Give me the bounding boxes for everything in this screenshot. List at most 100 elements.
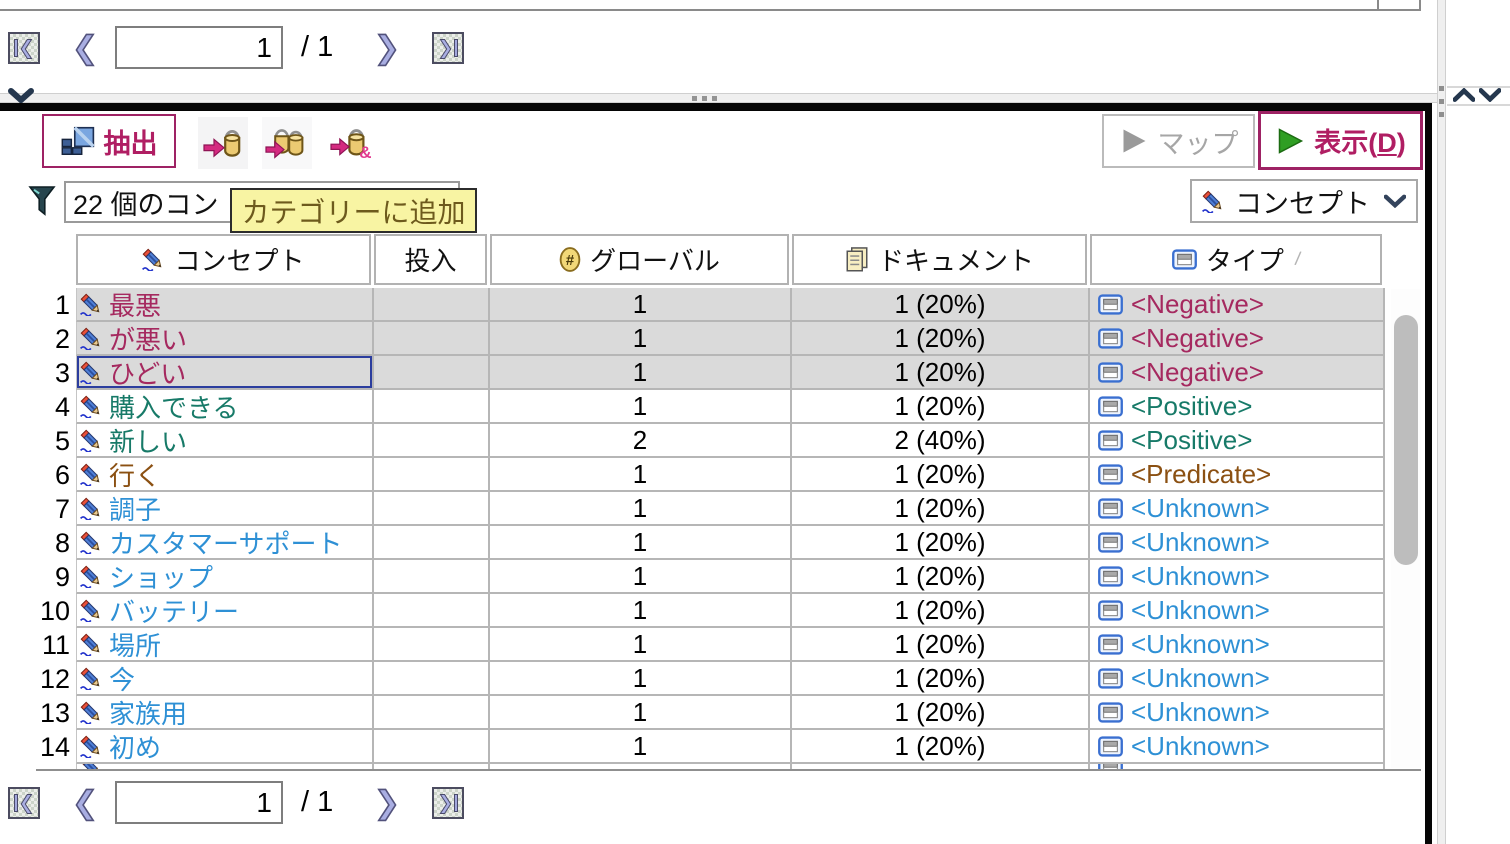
concept-cell[interactable]: ひどい bbox=[76, 356, 374, 390]
column-header-global[interactable]: # グローバル bbox=[490, 234, 789, 285]
table-row[interactable]: 4 購入できる 1 1 (20%) <Positive> bbox=[0, 390, 1390, 424]
horizontal-splitter[interactable] bbox=[0, 93, 1437, 103]
in-cell[interactable] bbox=[374, 560, 490, 594]
in-cell[interactable] bbox=[374, 594, 490, 628]
column-header-document[interactable]: ドキュメント bbox=[792, 234, 1087, 285]
extract-button[interactable]: 抽出 bbox=[42, 114, 176, 168]
table-row[interactable]: 13 家族用 1 1 (20%) <Unknown> bbox=[0, 696, 1390, 730]
extract-button-label: 抽出 bbox=[103, 128, 158, 159]
table-row[interactable]: 10 バッテリー 1 1 (20%) <Unknown> bbox=[0, 594, 1390, 628]
table-row[interactable]: 1 最悪 1 1 (20%) <Negative> bbox=[0, 288, 1390, 322]
add-to-categories-button[interactable] bbox=[262, 117, 312, 169]
concept-cell[interactable]: が悪い bbox=[76, 322, 374, 356]
last-page-button[interactable]: ❯ bbox=[432, 787, 464, 819]
page-number-input[interactable] bbox=[115, 26, 283, 69]
collapse-down-icon[interactable] bbox=[1479, 88, 1501, 102]
table-row[interactable]: 6 行く 1 1 (20%) <Predicate> bbox=[0, 458, 1390, 492]
concept-cell[interactable]: 最悪 bbox=[76, 288, 374, 322]
vertical-splitter[interactable] bbox=[1437, 0, 1446, 844]
in-cell[interactable] bbox=[374, 628, 490, 662]
concept-cell[interactable]: ショップ bbox=[76, 560, 374, 594]
type-label: <Unknown> bbox=[1131, 526, 1270, 557]
first-page-button[interactable]: ❮ bbox=[8, 787, 40, 819]
global-count: 2 bbox=[490, 424, 792, 458]
column-header-concept[interactable]: コンセプト bbox=[76, 234, 371, 285]
first-page-button[interactable]: ❮ bbox=[8, 32, 40, 64]
table-row[interactable]: 14 初め 1 1 (20%) <Unknown> bbox=[0, 730, 1390, 764]
in-cell[interactable] bbox=[374, 390, 490, 424]
type-cell[interactable]: <Predicate> bbox=[1090, 458, 1385, 492]
previous-page-button[interactable]: ❮ bbox=[71, 28, 99, 68]
concept-cell[interactable]: 初め bbox=[76, 730, 374, 764]
type-cell[interactable]: <Unknown> bbox=[1090, 696, 1385, 730]
concept-cell[interactable]: 今 bbox=[76, 662, 374, 696]
table-row[interactable]: 11 場所 1 1 (20%) <Unknown> bbox=[0, 628, 1390, 662]
add-to-category-button[interactable] bbox=[198, 117, 248, 169]
global-count: 1 bbox=[490, 730, 792, 764]
type-cell[interactable]: <Negative> bbox=[1090, 322, 1385, 356]
table-row[interactable]: 3 ひどい 1 1 (20%) <Negative> bbox=[0, 356, 1390, 390]
in-cell[interactable] bbox=[374, 356, 490, 390]
concept-cell[interactable]: 行く bbox=[76, 458, 374, 492]
table-row[interactable]: 5 新しい 2 2 (40%) <Positive> bbox=[0, 424, 1390, 458]
concept-cell[interactable]: バッテリー bbox=[76, 594, 374, 628]
concept-label: 新しい bbox=[109, 426, 188, 457]
table-scrollbar-thumb[interactable] bbox=[1394, 315, 1418, 565]
type-cell[interactable]: <Unknown> bbox=[1090, 560, 1385, 594]
map-button[interactable]: マップ bbox=[1102, 114, 1255, 168]
display-button[interactable]: 表示(D) bbox=[1258, 111, 1423, 170]
in-cell[interactable] bbox=[374, 424, 490, 458]
next-page-button[interactable]: ❯ bbox=[373, 783, 401, 823]
type-cell[interactable]: <Unknown> bbox=[1090, 628, 1385, 662]
type-cell[interactable]: <Positive> bbox=[1090, 424, 1385, 458]
last-page-button[interactable]: ❯ bbox=[432, 32, 464, 64]
type-icon bbox=[1098, 633, 1123, 655]
global-count: 1 bbox=[490, 492, 792, 526]
table-row[interactable]: 9 ショップ 1 1 (20%) <Unknown> bbox=[0, 560, 1390, 594]
pencil-icon bbox=[80, 735, 103, 758]
in-cell[interactable] bbox=[374, 288, 490, 322]
column-header-label: 投入 bbox=[404, 246, 457, 276]
collapse-up-icon[interactable] bbox=[1453, 88, 1475, 102]
type-cell[interactable]: <Positive> bbox=[1090, 390, 1385, 424]
filter-funnel-icon[interactable] bbox=[28, 184, 56, 218]
table-row[interactable]: 12 今 1 1 (20%) <Unknown> bbox=[0, 662, 1390, 696]
in-cell[interactable] bbox=[374, 322, 490, 356]
table-row[interactable]: 2 が悪い 1 1 (20%) <Negative> bbox=[0, 322, 1390, 356]
type-icon bbox=[1098, 429, 1123, 451]
in-cell[interactable] bbox=[374, 662, 490, 696]
type-cell[interactable]: <Unknown> bbox=[1090, 492, 1385, 526]
add-to-category-and-button[interactable]: & bbox=[326, 117, 376, 169]
concept-cell[interactable]: カスタマーサポート bbox=[76, 526, 374, 560]
previous-page-icon: ❮ bbox=[71, 784, 99, 821]
table-row[interactable]: 8 カスタマーサポート 1 1 (20%) <Unknown> bbox=[0, 526, 1390, 560]
table-row[interactable]: 7 調子 1 1 (20%) <Unknown> bbox=[0, 492, 1390, 526]
page-number-input[interactable] bbox=[115, 781, 283, 824]
type-cell[interactable]: <Negative> bbox=[1090, 288, 1385, 322]
concept-cell[interactable]: 場所 bbox=[76, 628, 374, 662]
type-cell[interactable]: <Unknown> bbox=[1090, 730, 1385, 764]
in-cell[interactable] bbox=[374, 458, 490, 492]
in-cell[interactable] bbox=[374, 492, 490, 526]
in-cell[interactable] bbox=[374, 526, 490, 560]
in-cell[interactable] bbox=[374, 764, 490, 770]
concept-cell[interactable]: 新しい bbox=[76, 424, 374, 458]
in-cell[interactable] bbox=[374, 696, 490, 730]
column-header-in[interactable]: 投入 bbox=[374, 234, 487, 285]
view-mode-dropdown[interactable]: コンセプト bbox=[1190, 179, 1418, 223]
type-cell[interactable]: <Unknown> bbox=[1090, 662, 1385, 696]
next-page-button[interactable]: ❯ bbox=[373, 28, 401, 68]
type-cell[interactable]: <Unknown> bbox=[1090, 526, 1385, 560]
type-cell[interactable]: <Negative> bbox=[1090, 356, 1385, 390]
in-cell[interactable] bbox=[374, 730, 490, 764]
concept-cell[interactable]: 購入できる bbox=[76, 390, 374, 424]
pencil-icon bbox=[80, 701, 103, 724]
splitter-collapse-down-icon[interactable] bbox=[8, 88, 34, 104]
column-header-type[interactable]: タイプ / bbox=[1090, 234, 1382, 285]
concept-cell[interactable]: 家族用 bbox=[76, 696, 374, 730]
concept-cell[interactable]: 調子 bbox=[76, 492, 374, 526]
type-cell[interactable]: <Unknown> bbox=[1090, 594, 1385, 628]
concept-label: 行く bbox=[109, 460, 162, 491]
previous-page-button[interactable]: ❮ bbox=[71, 783, 99, 823]
type-cell[interactable] bbox=[1090, 764, 1385, 770]
